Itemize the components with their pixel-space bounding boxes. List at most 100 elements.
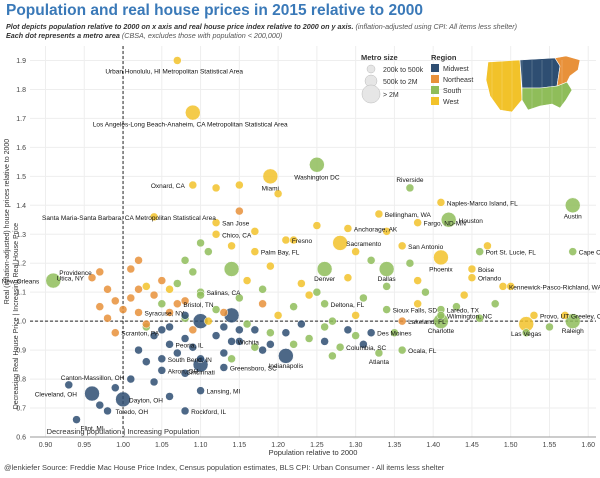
data-point [111,328,120,337]
data-point [250,325,260,335]
data-point [149,290,159,300]
region-legend-title: Region [431,53,457,62]
point-label: San Antonio [408,244,443,251]
point-label: Ocala, FL [408,348,437,355]
point-label: Laredo, TX [447,308,480,315]
y-tick-label: 1.5 [16,174,26,181]
y-tick-label: 1.9 [16,58,26,65]
size-legend-title: Metro size [361,53,398,62]
data-point [111,296,120,306]
data-point [405,258,415,268]
x-tick-label: 0.90 [39,442,53,449]
data-point [413,218,422,227]
data-point [436,198,446,207]
data-point [173,279,182,288]
data-point [149,377,159,387]
data-point [157,354,167,364]
data-points [45,56,581,424]
data-point [374,209,384,219]
y-tick-label: 0.6 [16,435,26,442]
data-point [452,302,461,311]
x-tick-label: 0.95 [77,442,91,449]
data-point [103,285,112,294]
data-point [142,357,151,366]
data-point [242,276,252,285]
point-label: Lansing, MI [207,389,241,396]
region-legend-label: West [443,99,459,106]
point-label: Sacramento [346,241,381,248]
x-tick-label: 1.55 [543,442,557,449]
data-point [84,385,100,402]
data-point [185,104,201,121]
data-point [126,264,136,274]
data-point [545,322,554,332]
data-point [529,311,539,320]
data-point [173,56,182,65]
subtitle2-normal: (CBSA, excludes those with population < … [121,31,283,40]
point-label: Provo, UT [540,313,569,320]
data-point [382,305,391,314]
region-legend-label: Northeast [443,77,473,84]
data-point [343,224,353,233]
y-tick-label: 1.4 [16,203,26,210]
map-region-south [521,81,573,111]
point-label: Cape Coral, FL [579,250,600,257]
y-tick-label: 0.8 [16,377,26,384]
map-region-northeast [554,55,581,87]
data-point [250,227,260,236]
data-point [196,386,205,395]
data-point [273,189,283,198]
point-label: Sioux Falls, SD [393,308,438,315]
y-tick-label: 1.7 [16,116,26,123]
data-point [250,247,260,256]
data-point [180,369,190,378]
x-tick-label: 1.45 [465,442,479,449]
subtitle2-bold: Each dot represents a metro area [6,31,120,40]
data-point [235,206,244,216]
plot-area [30,46,596,437]
data-point [351,331,360,340]
data-point [397,241,407,251]
data-point [289,302,298,311]
data-point [421,287,430,297]
point-label: Peoria, IL [176,342,204,349]
region-legend-swatch [431,97,439,105]
point-label: Canton-Massillon, OH [61,375,125,382]
point-label: Oxnard, CA [151,183,186,190]
data-point [397,316,407,326]
point-label: Toledo, OH [116,409,149,416]
data-point [433,249,449,266]
data-point [188,180,198,190]
region-legend: Region Midwest Northeast South West [431,53,473,106]
data-point [382,227,391,236]
data-point [397,345,407,355]
point-label: Urban Honolulu, HI Metropolitan Statisti… [105,68,243,75]
data-point [227,337,236,346]
x-tick-label: 1.15 [233,442,247,449]
data-point [475,314,484,323]
data-point [258,285,267,294]
data-point [196,354,205,364]
point-label: Santa Maria-Santa Barbara, CA Metropolit… [42,215,216,222]
data-point [262,168,279,185]
data-point [378,261,395,277]
data-point [328,351,337,361]
data-point [134,285,143,294]
data-point [95,400,105,410]
data-point [235,180,244,190]
point-label: Dayton, OH [129,397,163,404]
y-axis-label: Real (inflation-adjusted) house prices r… [4,139,11,304]
data-point [564,313,581,329]
data-point [173,299,182,309]
data-point [134,345,143,355]
data-point [134,256,143,265]
data-point [312,287,322,297]
data-point [390,328,399,337]
size-legend-label: 200k to 500k [383,67,424,74]
data-point [320,322,329,332]
point-labels: Urban Honolulu, HI Metropolitan Statisti… [2,68,600,432]
point-label: Bellingham, WA [385,212,432,219]
x-tick-label: 1.10 [194,442,208,449]
data-point [289,235,298,245]
